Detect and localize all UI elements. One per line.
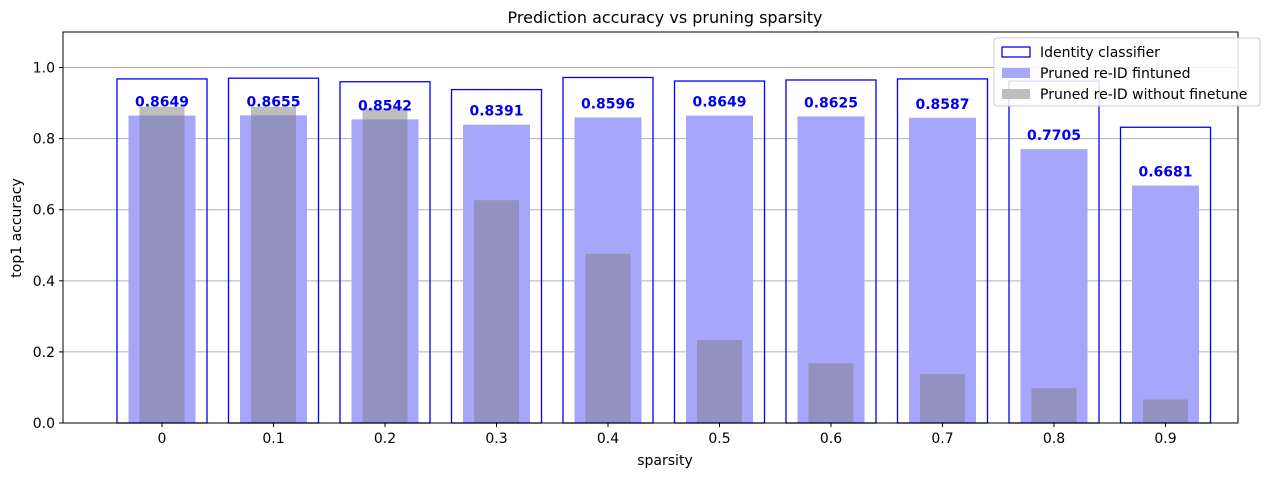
x-axis-ticks: 0 0.1 0.2 0.3 0.4 0.5 0.6 0.7 0.8 0.9 — [158, 423, 1177, 447]
y-axis-label: top1 accuracy — [9, 178, 25, 277]
bar-overlap — [1143, 399, 1188, 423]
legend-box — [993, 37, 1261, 107]
y-tick-label: 0.8 — [33, 132, 55, 148]
bar-group: 0.7705 — [1008, 80, 1100, 424]
y-tick-label: 0.6 — [33, 203, 55, 219]
legend: Identity classifier Pruned re-ID fintuned… — [993, 37, 1261, 107]
x-tick-label: 0.7 — [931, 431, 953, 447]
data-label: 0.8391 — [469, 104, 523, 120]
plot-frame — [62, 31, 1239, 424]
bar-group: 0.8655 — [227, 77, 320, 424]
x-tick-label: 0.5 — [708, 431, 730, 447]
x-tick-label: 0.4 — [597, 431, 619, 447]
x-tick-label: 0.3 — [485, 431, 507, 447]
y-tick-label: 0.4 — [33, 274, 55, 290]
chart-title: Prediction accuracy vs pruning sparsity — [508, 8, 823, 27]
data-label: 0.8625 — [804, 95, 858, 111]
legend-swatch — [1002, 68, 1030, 78]
data-label: 0.7705 — [1027, 128, 1081, 144]
legend-label: Pruned re-ID fintuned — [1040, 66, 1191, 82]
bar-finetuned — [1020, 149, 1088, 424]
legend-label: Pruned re-ID without finetune — [1040, 87, 1247, 103]
data-label: 0.8542 — [358, 98, 412, 114]
bar-overlap — [697, 339, 742, 423]
bar-overlap — [920, 373, 965, 423]
data-label: 0.8655 — [246, 94, 300, 110]
legend-swatch — [1001, 46, 1031, 58]
y-tick-label: 1.0 — [33, 61, 55, 77]
x-tick-label: 0.6 — [820, 431, 842, 447]
x-tick-label: 0 — [158, 431, 167, 447]
x-tick-label: 0.2 — [374, 431, 396, 447]
data-label: 0.8649 — [135, 95, 189, 111]
bar-finetuned — [909, 117, 976, 423]
data-label: 0.6681 — [1138, 165, 1192, 181]
legend-label: Identity classifier — [1040, 45, 1160, 61]
bar-overlap — [251, 115, 296, 423]
bar-overlap — [808, 363, 854, 423]
x-axis-label: sparsity — [637, 453, 692, 469]
y-tick-label: 0.2 — [33, 345, 55, 361]
bar-group: 0.6681 — [1119, 126, 1212, 424]
bar-group: 0.8391 — [450, 88, 543, 424]
data-label: 0.8596 — [581, 96, 635, 112]
bar-group: 0.8596 — [562, 76, 654, 424]
bar-overlap — [362, 119, 408, 423]
bar-overlap — [1031, 388, 1077, 423]
bar-overlap — [585, 253, 631, 423]
data-label: 0.8587 — [915, 97, 969, 113]
bar-group: 0.8649 — [673, 80, 766, 424]
x-tick-label: 0.1 — [262, 431, 284, 447]
bar-group: 0.8625 — [785, 79, 877, 424]
bar-overlap — [139, 115, 185, 424]
x-tick-label: 0.8 — [1043, 431, 1065, 447]
bars: 0.8649 0.8655 0.8542 0.8391 0.8596 0.8649 0.86… — [116, 76, 1212, 424]
x-tick-label: 0.9 — [1154, 431, 1176, 447]
bar-group: 0.8587 — [896, 78, 989, 424]
y-axis-ticks: 0.0 0.2 0.4 0.6 0.8 1.0 — [33, 61, 63, 432]
bar-overlap — [474, 200, 519, 423]
bar-group: 0.8649 — [116, 78, 208, 424]
data-label: 0.8649 — [692, 95, 746, 111]
y-tick-label: 0.0 — [33, 416, 55, 432]
bar-group: 0.8542 — [339, 81, 431, 424]
bar-finetuned — [1132, 185, 1199, 423]
legend-swatch — [1002, 89, 1030, 99]
